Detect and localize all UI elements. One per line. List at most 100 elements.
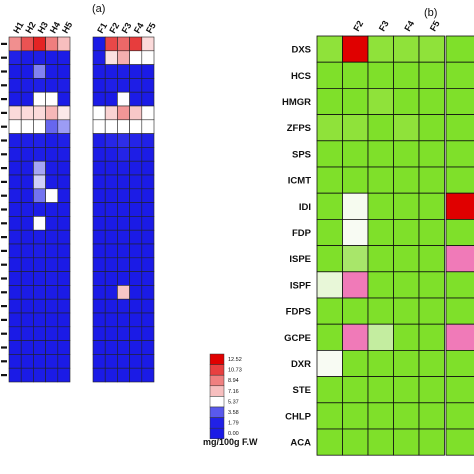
group2-cell bbox=[117, 243, 130, 259]
panel-c-cell bbox=[445, 376, 474, 404]
panel-a-row-ticks bbox=[1, 42, 7, 377]
group1-cell bbox=[20, 326, 34, 341]
group1-cell bbox=[45, 367, 59, 383]
group2-cell bbox=[129, 147, 143, 162]
group2-cell bbox=[141, 36, 155, 52]
panel-b-cell bbox=[418, 166, 445, 194]
group2-cell bbox=[117, 202, 130, 217]
group2-cell bbox=[92, 64, 106, 79]
group2-cell bbox=[104, 229, 118, 245]
panel-b-cell bbox=[316, 297, 343, 325]
panel-b-cell bbox=[393, 376, 420, 404]
group1-cell bbox=[8, 202, 22, 217]
group1-cell bbox=[57, 105, 71, 121]
group2-cell bbox=[141, 188, 155, 203]
panel-b-cell bbox=[316, 140, 343, 168]
legend-swatch bbox=[209, 396, 225, 408]
group1-cell bbox=[45, 78, 59, 93]
group1-cell bbox=[45, 326, 59, 341]
gene-label: ICMT bbox=[288, 176, 311, 187]
group1-cell bbox=[45, 312, 59, 328]
panel-b-cell bbox=[342, 88, 369, 116]
group2-cell bbox=[117, 36, 130, 52]
group2-cell bbox=[117, 367, 130, 383]
group1-cell bbox=[8, 285, 22, 300]
group2-cell bbox=[129, 64, 143, 79]
panel-b-cell bbox=[418, 349, 445, 377]
group1-cell bbox=[8, 147, 22, 162]
group1-cell bbox=[33, 160, 46, 176]
gene-label: CHLP bbox=[285, 411, 312, 422]
group2-cell bbox=[104, 188, 118, 203]
panel-b-cell bbox=[367, 35, 394, 63]
panel-b-cell bbox=[316, 271, 343, 299]
panel-b-cell bbox=[316, 245, 343, 273]
group1-cell bbox=[45, 216, 59, 231]
group2-cell bbox=[141, 354, 155, 369]
group2-cell bbox=[129, 312, 143, 328]
panel-b-cell bbox=[393, 61, 420, 89]
group2-cell bbox=[129, 367, 143, 383]
group1-cell bbox=[8, 340, 22, 355]
group1-cell bbox=[45, 160, 59, 176]
group2-cell bbox=[92, 133, 106, 148]
group2-cell bbox=[92, 354, 106, 369]
group1-cell bbox=[57, 340, 71, 355]
panel-b-cell bbox=[342, 402, 369, 430]
group2-cell bbox=[104, 119, 118, 134]
group2-cell bbox=[117, 160, 130, 176]
legend-tick-label: 7.16 bbox=[228, 389, 239, 395]
group2-column-label: F1 bbox=[95, 21, 109, 35]
panel-c-partial bbox=[445, 35, 474, 456]
group1-cell bbox=[45, 229, 59, 245]
group2-cell bbox=[141, 216, 155, 231]
panel-b-cell bbox=[367, 323, 394, 351]
group1-cell bbox=[20, 91, 34, 107]
group2-cell bbox=[104, 312, 118, 328]
panel-b-cell bbox=[342, 218, 369, 246]
panel-b-cell bbox=[316, 349, 343, 377]
legend-tick-label: 3.58 bbox=[228, 410, 239, 416]
panel-b-cell bbox=[367, 376, 394, 404]
group2-cell bbox=[129, 50, 143, 65]
group2-cell bbox=[141, 119, 155, 134]
panel-b-cell bbox=[367, 140, 394, 168]
panel-b-cell bbox=[393, 88, 420, 116]
group2-cell bbox=[117, 257, 130, 272]
group2-cell bbox=[92, 243, 106, 259]
panel-b-cell bbox=[316, 428, 343, 456]
panel-c-cell bbox=[445, 245, 474, 273]
group1-cell bbox=[45, 243, 59, 259]
legend-tick-label: 5.37 bbox=[228, 399, 239, 405]
panel-b-cell bbox=[316, 166, 343, 194]
panel-b-cell bbox=[316, 192, 343, 220]
panel-b-cell bbox=[393, 349, 420, 377]
group2-cell bbox=[141, 243, 155, 259]
group2-cell bbox=[129, 78, 143, 93]
group1-cell bbox=[57, 119, 71, 134]
group1-cell bbox=[45, 36, 59, 52]
group1-cell bbox=[33, 202, 46, 217]
group1-cell bbox=[20, 285, 34, 300]
legend-tick-label: 1.79 bbox=[228, 421, 239, 427]
panel-b-cell bbox=[393, 114, 420, 142]
panel-b-cell bbox=[367, 245, 394, 273]
group2-cell bbox=[129, 243, 143, 259]
panel-c-cell bbox=[445, 192, 474, 220]
group1-cell bbox=[45, 257, 59, 272]
group1-cell bbox=[45, 105, 59, 121]
group1-cell bbox=[57, 285, 71, 300]
group1-cell bbox=[8, 312, 22, 328]
group2-cell bbox=[92, 188, 106, 203]
group2-cell bbox=[129, 229, 143, 245]
group2-cell bbox=[104, 105, 118, 121]
group1-cell bbox=[20, 147, 34, 162]
heatmap-group1 bbox=[8, 36, 71, 383]
group1-cell bbox=[45, 202, 59, 217]
group1-cell bbox=[45, 133, 59, 148]
group1-cell bbox=[20, 298, 34, 314]
panel-c-cell bbox=[445, 61, 474, 89]
